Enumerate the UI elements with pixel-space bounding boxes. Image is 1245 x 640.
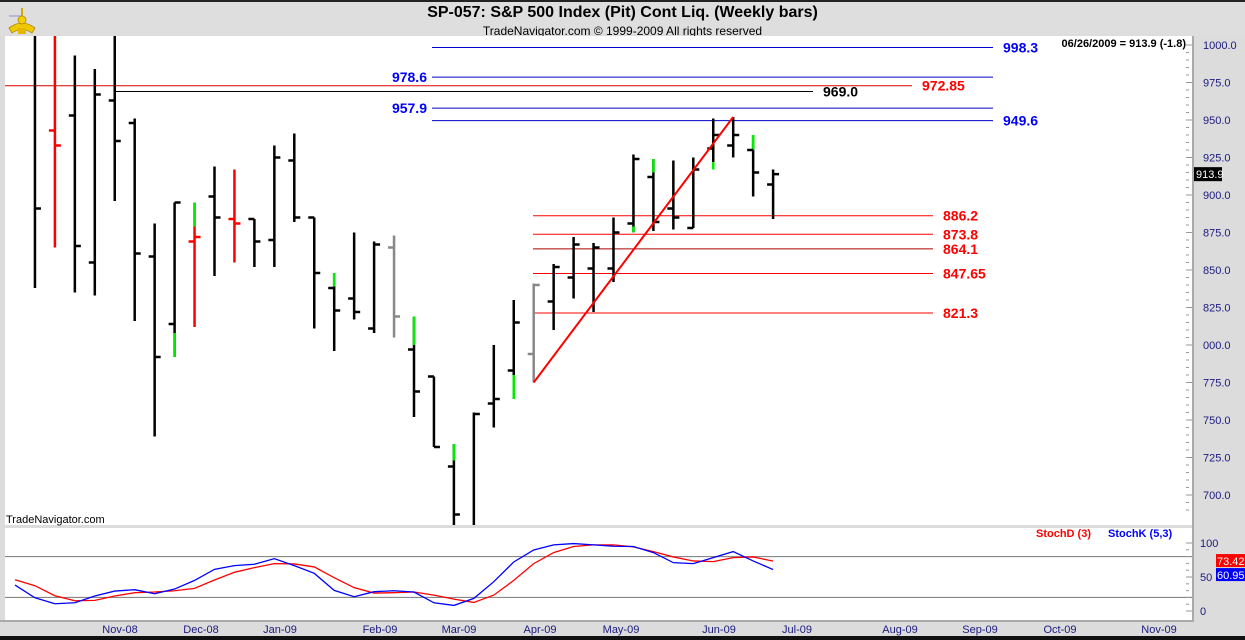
chart-title: SP-057: S&P 500 Index (Pit) Cont Liq. (W…	[427, 4, 818, 21]
level-label: 949.6	[1003, 113, 1038, 129]
price-bar	[288, 133, 301, 222]
y-tick-label: 825.0	[1203, 303, 1231, 315]
y-tick-label: 975.0	[1203, 78, 1231, 90]
x-tick-label: Sep-09	[962, 624, 997, 636]
y-tick-label: 775.0	[1203, 378, 1231, 390]
price-bar	[228, 169, 241, 263]
price-readout: 06/26/2009 = 913.9 (-1.8)	[1062, 38, 1187, 50]
price-bar	[308, 216, 321, 329]
trendline	[532, 116, 734, 384]
price-bar	[348, 232, 361, 320]
x-tick-label: May-09	[603, 624, 640, 636]
price-bar	[408, 316, 420, 417]
stoch-tick-label: 100	[1200, 538, 1218, 550]
last-price-box	[1194, 167, 1222, 182]
price-bar	[33, 36, 41, 288]
price-bar	[567, 237, 580, 299]
price-bar	[607, 217, 620, 282]
level-label: 886.2	[943, 208, 978, 224]
price-bar	[68, 55, 81, 293]
window-bottom-border	[0, 636, 1245, 640]
stoch-line-k	[14, 542, 774, 607]
price-bar	[727, 117, 740, 158]
price-panel	[5, 36, 1192, 525]
x-tick-label: Apr-09	[523, 624, 556, 636]
price-bar	[487, 345, 500, 428]
price-bar	[427, 375, 440, 449]
stoch-tick-label: 0	[1200, 606, 1206, 618]
x-tick-label: Jul-09	[782, 624, 812, 636]
level-label: 847.65	[943, 266, 986, 282]
price-bar	[627, 154, 640, 233]
sextant-icon	[8, 8, 36, 34]
price-bar	[472, 412, 480, 525]
stochastic-panel	[5, 528, 1192, 620]
x-tick-label: Dec-08	[183, 624, 218, 636]
x-tick-label: Nov-09	[1141, 624, 1176, 636]
price-bar	[507, 300, 520, 399]
price-bar	[767, 169, 780, 219]
y-tick-label: 875.0	[1203, 228, 1231, 240]
y-tick-label: 1000.0	[1203, 40, 1237, 52]
price-bar	[208, 166, 221, 276]
watermark: TradeNavigator.com	[6, 514, 105, 526]
price-bar	[168, 201, 181, 357]
price-bar	[128, 118, 141, 321]
x-tick-label: Oct-09	[1043, 624, 1076, 636]
y-tick-label: 925.0	[1203, 153, 1231, 165]
y-tick-label: 725.0	[1203, 453, 1231, 465]
x-tick-label: Jun-09	[702, 624, 736, 636]
price-bar	[388, 235, 401, 338]
legend-stochk: StochK (5,3)	[1108, 528, 1173, 540]
price-bar	[148, 223, 161, 437]
price-bar	[547, 264, 560, 330]
price-bar	[328, 273, 341, 351]
level-label: 957.9	[392, 100, 427, 116]
price-bar	[268, 145, 281, 267]
price-bar	[48, 36, 61, 248]
y-tick-label: 950.0	[1203, 115, 1231, 127]
price-bar	[747, 135, 760, 197]
price-bar	[647, 159, 660, 231]
y-tick-label: 000.0	[1203, 340, 1231, 352]
price-bar	[587, 243, 600, 312]
stochk-value: 60.95	[1217, 570, 1245, 582]
level-label: 821.3	[943, 305, 978, 321]
level-label: 972.85	[922, 78, 965, 94]
stochd-value-box	[1216, 554, 1245, 568]
price-bar	[108, 36, 121, 201]
price-bar	[188, 202, 201, 327]
x-tick-label: Feb-09	[363, 624, 398, 636]
chart-subtitle: TradeNavigator.com © 1999-2009 All right…	[482, 24, 763, 38]
x-tick-label: Mar-09	[442, 624, 477, 636]
price-bar	[368, 241, 381, 333]
level-label: 864.1	[943, 241, 978, 257]
last-price-label: 913.9	[1196, 169, 1224, 181]
price-bar	[88, 69, 101, 296]
x-tick-label: Nov-08	[102, 624, 137, 636]
y-tick-label: 700.0	[1203, 490, 1231, 502]
stoch-tick-label: 50	[1200, 572, 1212, 584]
level-label: 998.3	[1003, 40, 1038, 56]
price-bar	[447, 444, 460, 525]
stochd-value: 73.42	[1217, 556, 1245, 568]
title-bar: SP-057: S&P 500 Index (Pit) Cont Liq. (W…	[0, 0, 1245, 38]
level-label: 969.0	[823, 84, 858, 100]
y-tick-label: 850.0	[1203, 265, 1231, 277]
level-label: 873.8	[943, 226, 978, 242]
x-tick-label: Jan-09	[263, 624, 297, 636]
level-label: 978.6	[392, 69, 427, 85]
price-bar	[248, 217, 261, 267]
legend-stochd: StochD (3)	[1036, 528, 1091, 540]
stochk-value-box	[1216, 568, 1245, 582]
x-tick-label: Aug-09	[882, 624, 917, 636]
y-tick-label: 750.0	[1203, 415, 1231, 427]
y-tick-label: 900.0	[1203, 190, 1231, 202]
price-bar	[527, 283, 540, 383]
